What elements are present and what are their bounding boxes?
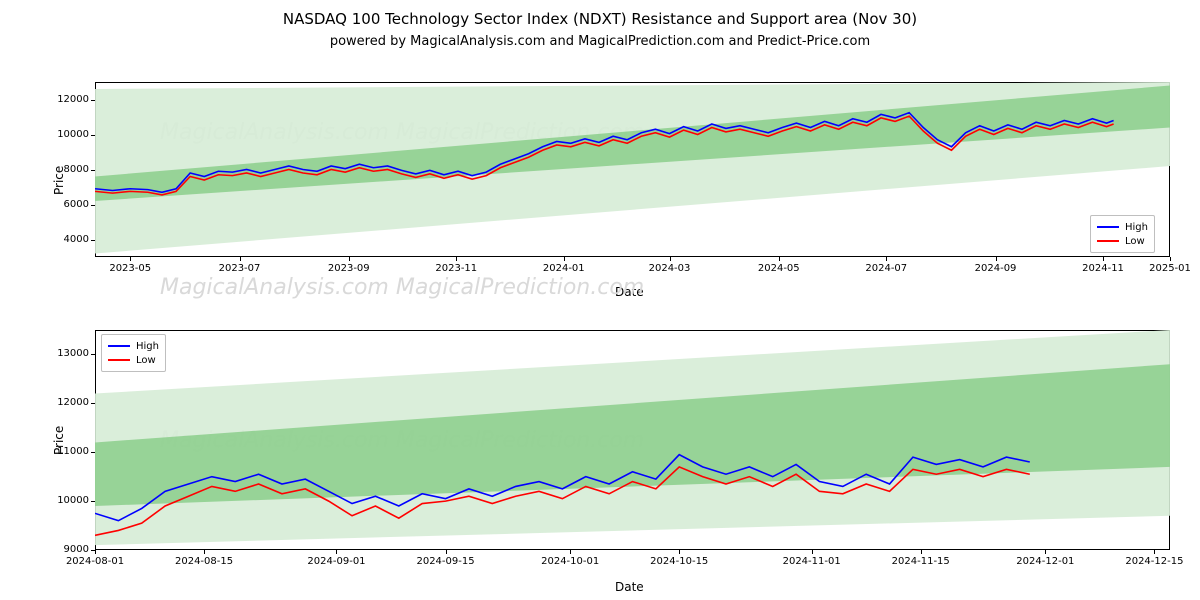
- xtick-label: 2024-10-01: [541, 556, 599, 567]
- xtick-label: 2024-12-01: [1016, 556, 1074, 567]
- ytick-label: 12000: [47, 397, 89, 408]
- top-chart-xlabel: Date: [615, 285, 644, 299]
- xtick-label: 2023-11: [435, 263, 477, 274]
- xtick-label: 2024-07: [865, 263, 907, 274]
- ytick-label: 11000: [47, 446, 89, 457]
- xtick-label: 2024-01: [543, 263, 585, 274]
- legend: High Low: [1090, 215, 1155, 253]
- ytick-label: 10000: [47, 129, 89, 140]
- bottom-chart-xlabel: Date: [615, 580, 644, 594]
- xtick-label: 2024-09: [975, 263, 1017, 274]
- chart-svg: [95, 82, 1170, 257]
- ytick-label: 9000: [47, 544, 89, 555]
- legend-label: High: [1125, 222, 1148, 233]
- figure: NASDAQ 100 Technology Sector Index (NDXT…: [0, 0, 1200, 600]
- xtick-label: 2024-12-15: [1125, 556, 1183, 567]
- xtick-label: 2023-09: [328, 263, 370, 274]
- legend-item: Low: [108, 353, 159, 367]
- xtick-label: 2024-09-15: [416, 556, 474, 567]
- chart-sub-title: powered by MagicalAnalysis.com and Magic…: [0, 34, 1200, 49]
- chart-main-title: NASDAQ 100 Technology Sector Index (NDXT…: [0, 10, 1200, 28]
- legend-item: Low: [1097, 234, 1148, 248]
- xtick-label: 2024-05: [758, 263, 800, 274]
- xtick-label: 2025-01: [1149, 263, 1191, 274]
- xtick-label: 2024-08-01: [66, 556, 124, 567]
- legend-label: Low: [136, 355, 156, 366]
- legend-swatch: [1097, 226, 1119, 228]
- legend-swatch: [1097, 240, 1119, 242]
- legend-swatch: [108, 359, 130, 361]
- chart-svg: [95, 330, 1170, 550]
- ytick-label: 8000: [47, 164, 89, 175]
- watermark: MagicalAnalysis.com MagicalPrediction.co…: [160, 275, 644, 300]
- ytick-label: 12000: [47, 94, 89, 105]
- legend-swatch: [108, 345, 130, 347]
- legend: High Low: [101, 334, 166, 372]
- xtick-label: 2024-09-01: [307, 556, 365, 567]
- xtick-label: 2024-11: [1082, 263, 1124, 274]
- xtick-label: 2023-07: [219, 263, 261, 274]
- xtick-label: 2024-08-15: [175, 556, 233, 567]
- xtick-label: 2024-03: [649, 263, 691, 274]
- xtick-label: 2024-11-15: [892, 556, 950, 567]
- ytick-label: 6000: [47, 199, 89, 210]
- ytick-label: 13000: [47, 348, 89, 359]
- ytick-label: 4000: [47, 234, 89, 245]
- xtick-label: 2024-11-01: [783, 556, 841, 567]
- legend-item: High: [1097, 220, 1148, 234]
- xtick-label: 2023-05: [109, 263, 151, 274]
- legend-label: High: [136, 341, 159, 352]
- legend-label: Low: [1125, 236, 1145, 247]
- xtick-label: 2024-10-15: [650, 556, 708, 567]
- ytick-label: 10000: [47, 495, 89, 506]
- legend-item: High: [108, 339, 159, 353]
